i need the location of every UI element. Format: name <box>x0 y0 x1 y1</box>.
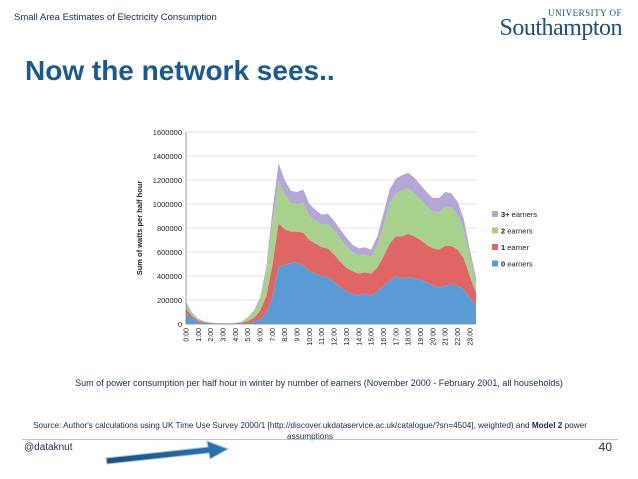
source-note: Source: Author's calculations using UK T… <box>10 420 610 442</box>
series-area-0 <box>186 262 476 324</box>
y-tick-label-1: 200000 <box>157 296 182 305</box>
x-tick-label-0: 0:00 <box>184 328 191 342</box>
y-tick-label-8: 1600000 <box>153 128 182 137</box>
x-tick-label-16: 16:00 <box>381 328 388 346</box>
legend-swatch-2 <box>492 244 498 250</box>
legend-swatch-1 <box>492 227 498 234</box>
source-suffix: power assumptions <box>287 421 587 441</box>
slide-title: Now the network sees.. <box>25 55 335 86</box>
x-tick-label-20: 20:00 <box>430 328 437 346</box>
x-tick-label-18: 18:00 <box>406 328 413 346</box>
x-tick-label-5: 5:00 <box>245 328 252 342</box>
x-tick-label-8: 8:00 <box>282 328 289 342</box>
x-tick-label-1: 1:00 <box>196 328 203 342</box>
y-axis-title: Sum of watts per half hour <box>135 181 144 276</box>
x-tick-label-15: 15:00 <box>369 328 376 346</box>
footer-divider <box>22 439 618 440</box>
source-prefix: Source: Author's calculations using UK T… <box>33 421 532 430</box>
arrow-icon <box>105 440 230 465</box>
legend-label-0: 3+ earners <box>501 210 537 219</box>
legend-swatch-3 <box>492 260 498 267</box>
x-tick-label-11: 11:00 <box>319 328 326 345</box>
legend-label-1: 2 earners <box>501 227 533 236</box>
chart-caption: Sum of power consumption per half hour i… <box>75 378 563 388</box>
y-tick-label-2: 400000 <box>157 272 182 281</box>
x-tick-label-19: 19:00 <box>418 328 425 346</box>
series-area-1 <box>186 223 476 324</box>
x-tick-label-9: 9:00 <box>295 328 302 342</box>
x-tick-label-13: 13:00 <box>344 328 351 346</box>
stacked-area-chart: 0 200000 400000 600000 800000 1000000 1200000 1… <box>135 128 537 346</box>
x-tick-label-2: 2:00 <box>208 328 215 342</box>
x-tick-label-14: 14:00 <box>356 328 363 346</box>
y-tick-label-4: 800000 <box>157 224 182 233</box>
legend-swatch-0 <box>492 211 498 217</box>
x-tick-label-10: 10:00 <box>307 328 314 346</box>
legend-label-3: 0 earners <box>501 260 533 269</box>
x-tick-label-23: 23:00 <box>467 328 474 346</box>
university-logo: UNIVERSITY OF Southampton <box>499 8 622 42</box>
logo-top-text: UNIVERSITY OF <box>548 8 622 18</box>
y-tick-label-6: 1200000 <box>153 176 182 185</box>
y-tick-label-5: 1000000 <box>153 200 182 209</box>
x-tick-label-6: 6:00 <box>258 328 265 342</box>
series-area-2 <box>186 181 476 324</box>
x-tick-label-21: 21:00 <box>443 328 450 346</box>
author-handle: @dataknut <box>24 442 73 453</box>
y-tick-label-3: 600000 <box>157 248 182 257</box>
y-tick-label-7: 1400000 <box>153 152 182 161</box>
y-tick-label-0: 0 <box>178 320 182 329</box>
legend-label-2: 1 earner <box>501 243 529 252</box>
presentation-title: Small Area Estimates of Electricity Cons… <box>14 12 217 23</box>
x-tick-label-4: 4:00 <box>233 328 240 342</box>
x-tick-label-17: 17:00 <box>393 328 400 346</box>
x-tick-label-7: 7:00 <box>270 328 277 342</box>
x-tick-label-12: 12:00 <box>332 328 339 346</box>
logo-main-text: Southampton <box>499 15 622 41</box>
x-tick-label-22: 22:00 <box>455 328 462 346</box>
page-number: 40 <box>598 440 612 454</box>
source-bold: Model 2 <box>531 421 563 430</box>
x-tick-label-3: 3:00 <box>221 328 228 342</box>
